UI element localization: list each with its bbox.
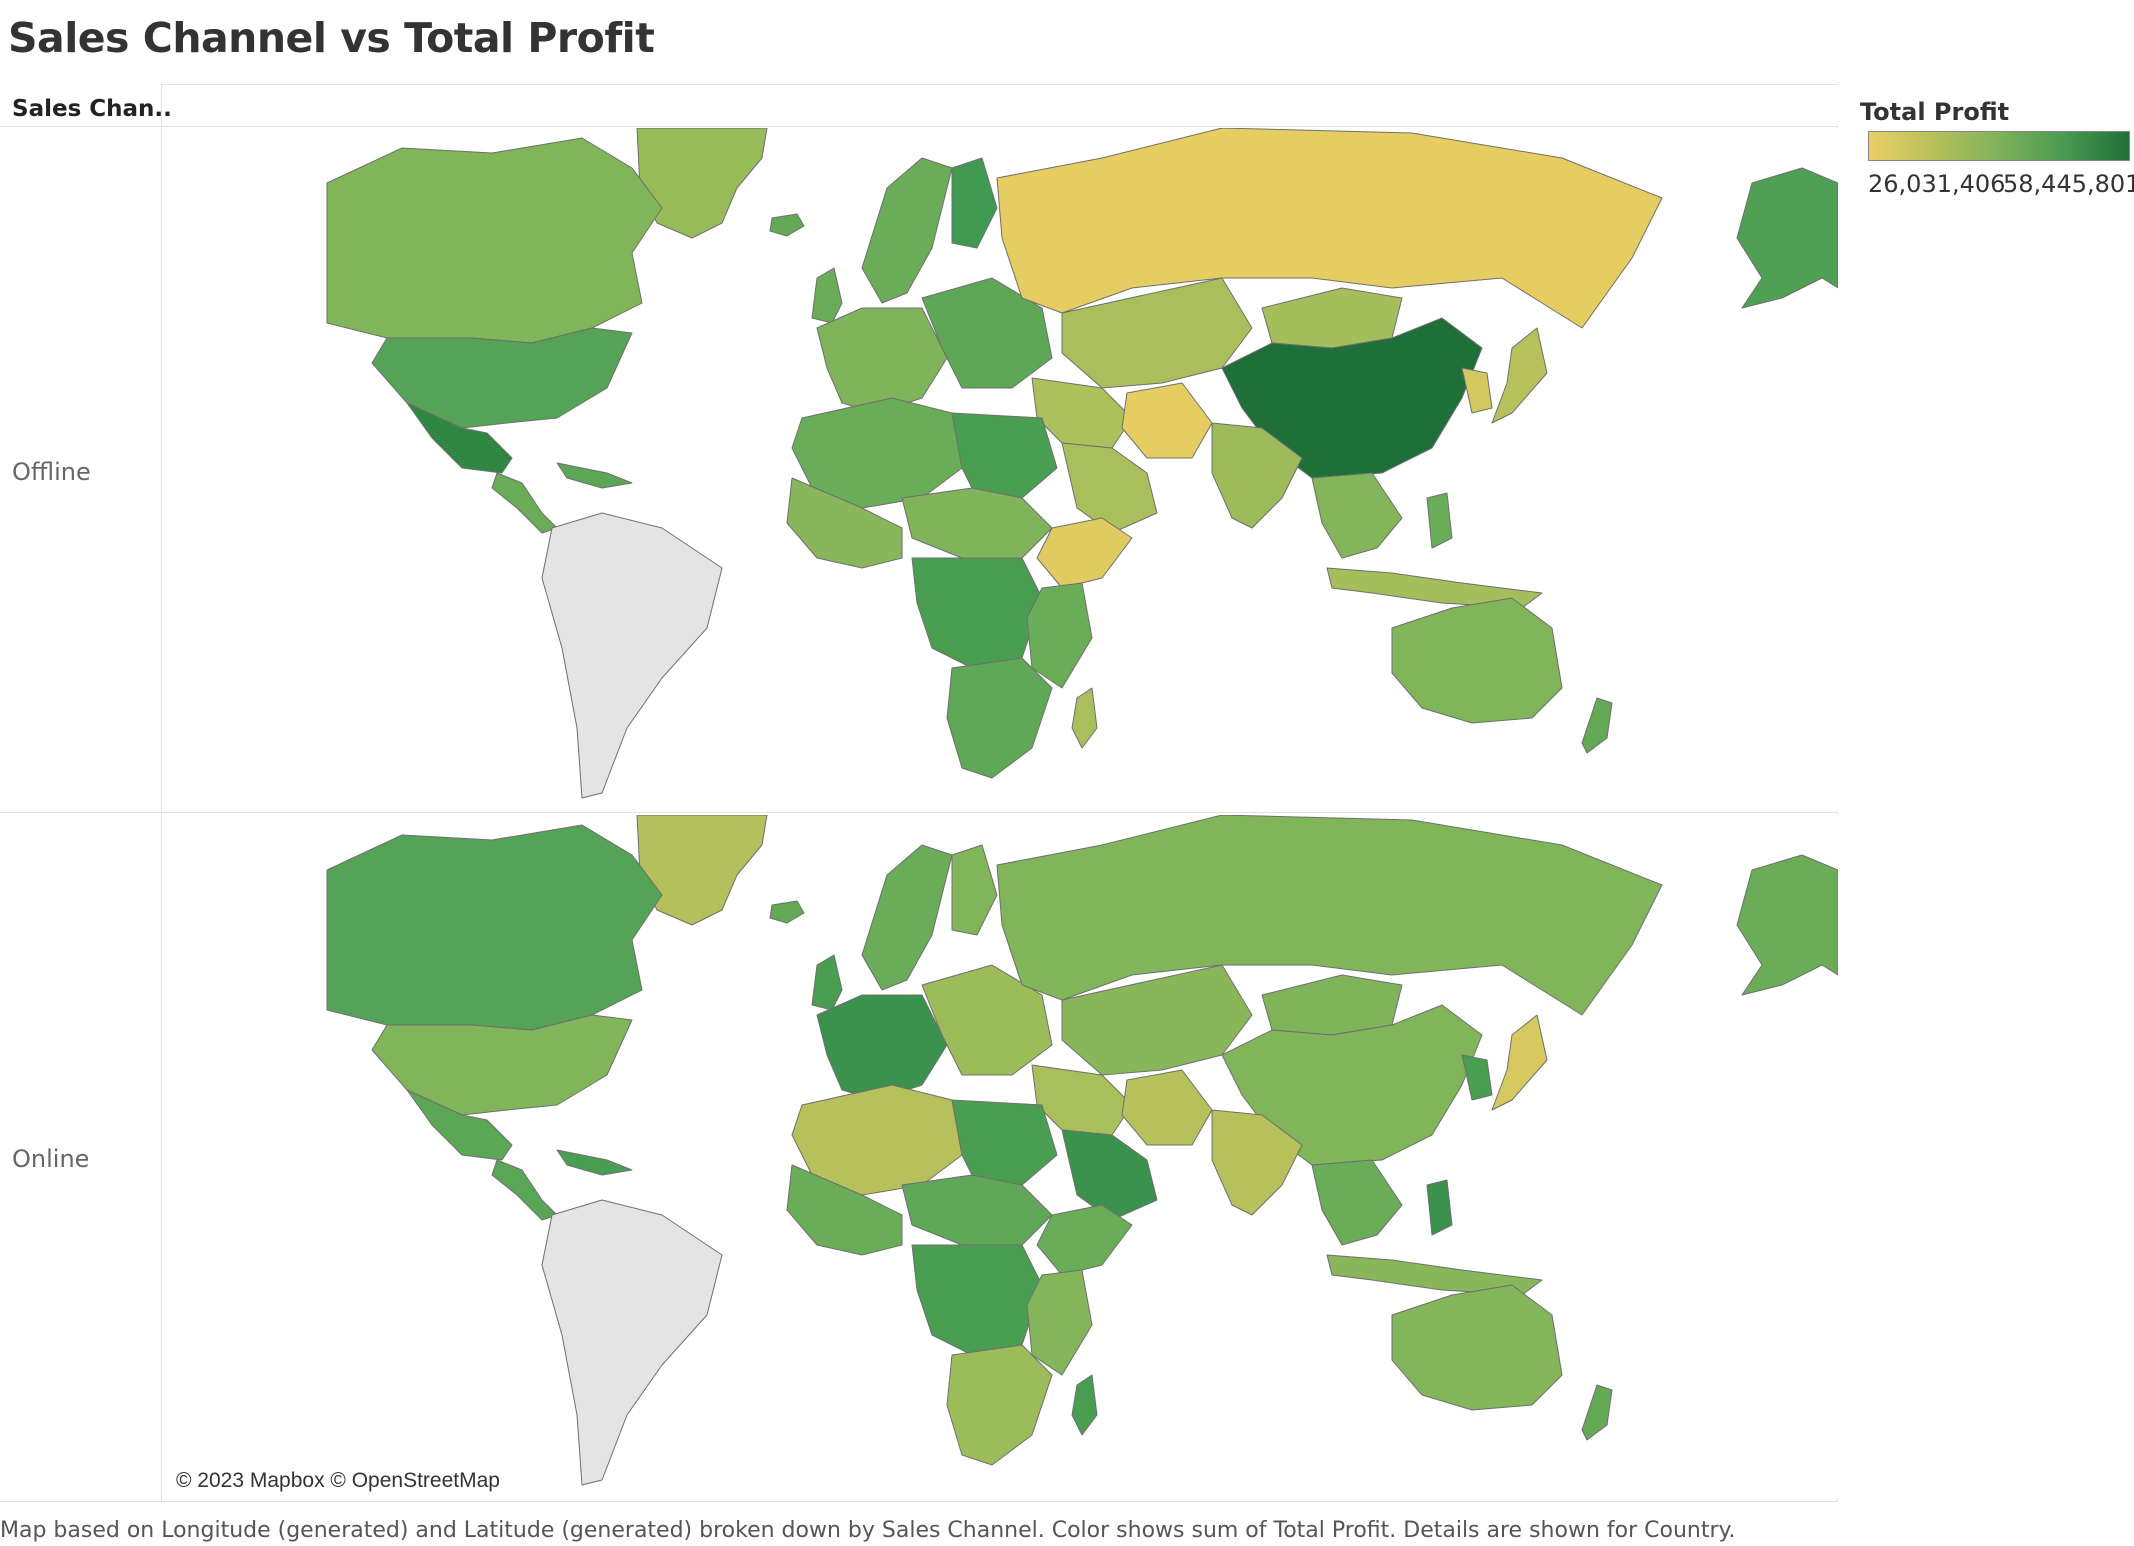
country-region-egypt-libya[interactable] bbox=[951, 412, 1058, 499]
header-top-line bbox=[162, 84, 1838, 85]
country-region-southern-africa[interactable] bbox=[946, 1344, 1053, 1466]
legend-min-value: 26,031,406 bbox=[1868, 170, 2006, 198]
country-region-eastern-europe[interactable] bbox=[921, 964, 1053, 1076]
country-region-mongolia[interactable] bbox=[1261, 974, 1403, 1036]
map-caption: Map based on Longitude (generated) and L… bbox=[0, 1518, 1736, 1543]
country-region-eastern-europe[interactable] bbox=[921, 277, 1053, 389]
page-title: Sales Channel vs Total Profit bbox=[8, 14, 655, 62]
country-region-mexico[interactable] bbox=[406, 1089, 513, 1161]
country-region-east-africa[interactable] bbox=[1026, 1269, 1093, 1376]
country-region-korea[interactable] bbox=[1461, 1054, 1493, 1101]
country-region-western-europe[interactable] bbox=[816, 307, 948, 414]
map-attribution[interactable]: © 2023 Mapbox © OpenStreetMap bbox=[172, 1468, 504, 1494]
country-region-australia[interactable] bbox=[1391, 1284, 1563, 1411]
country-region-mongolia[interactable] bbox=[1261, 287, 1403, 349]
country-region-japan[interactable] bbox=[1491, 1014, 1548, 1111]
country-region-canada[interactable] bbox=[326, 137, 663, 344]
map-panel-online[interactable] bbox=[162, 815, 1838, 1499]
row-divider bbox=[0, 812, 1838, 813]
country-region-southern-africa[interactable] bbox=[946, 657, 1053, 779]
country-region-west-africa[interactable] bbox=[786, 477, 903, 569]
country-region-west-africa[interactable] bbox=[786, 1164, 903, 1256]
country-region-russia[interactable] bbox=[996, 815, 1663, 1016]
country-region-arabia[interactable] bbox=[1061, 442, 1158, 534]
country-region-india[interactable] bbox=[1211, 1109, 1303, 1216]
country-region-horn-africa[interactable] bbox=[1036, 517, 1133, 589]
country-region-australia[interactable] bbox=[1391, 597, 1563, 724]
country-region-madagascar[interactable] bbox=[1071, 687, 1098, 749]
map-panel-offline[interactable] bbox=[162, 128, 1838, 812]
country-region-egypt-libya[interactable] bbox=[951, 1099, 1058, 1186]
right-border bbox=[1837, 126, 1838, 1502]
row-label-online: Online bbox=[12, 1145, 90, 1173]
world-map-offline[interactable] bbox=[162, 128, 1838, 812]
country-region-scandinavia[interactable] bbox=[861, 157, 953, 304]
header-divider bbox=[0, 126, 1838, 127]
country-region-new-zealand[interactable] bbox=[1581, 1384, 1613, 1441]
country-region-iceland[interactable] bbox=[769, 213, 805, 237]
country-region-central-africa[interactable] bbox=[911, 1244, 1043, 1356]
country-region-sahel[interactable] bbox=[901, 1174, 1053, 1246]
country-region-madagascar[interactable] bbox=[1071, 1374, 1098, 1436]
country-region-horn-africa[interactable] bbox=[1036, 1204, 1133, 1276]
country-region-western-europe[interactable] bbox=[816, 994, 948, 1101]
legend-title: Total Profit bbox=[1860, 98, 2010, 126]
country-region-kazakhstan-central-asia[interactable] bbox=[1061, 277, 1253, 389]
color-legend-gradient bbox=[1868, 131, 2130, 161]
country-region-finland[interactable] bbox=[951, 157, 998, 249]
country-region-southeast-asia[interactable] bbox=[1311, 472, 1403, 559]
country-region-uk[interactable] bbox=[811, 267, 843, 324]
country-region-uk[interactable] bbox=[811, 954, 843, 1011]
country-region-central-africa[interactable] bbox=[911, 557, 1043, 669]
country-region-east-africa[interactable] bbox=[1026, 582, 1093, 689]
country-region-arabia[interactable] bbox=[1061, 1129, 1158, 1221]
country-region-central-america[interactable] bbox=[491, 472, 558, 534]
country-region-alaska[interactable] bbox=[1736, 854, 1838, 996]
country-region-canada[interactable] bbox=[326, 824, 663, 1031]
country-region-iceland[interactable] bbox=[769, 900, 805, 924]
country-region-greenland[interactable] bbox=[636, 815, 768, 926]
row-header-sales-channel[interactable]: Sales Chan.. bbox=[12, 96, 172, 122]
country-region-kazakhstan-central-asia[interactable] bbox=[1061, 964, 1253, 1076]
bottom-border bbox=[0, 1501, 1838, 1502]
row-header-vline bbox=[161, 84, 162, 1502]
world-map-online[interactable] bbox=[162, 815, 1838, 1499]
country-region-iran[interactable] bbox=[1121, 382, 1213, 459]
country-region-philippines[interactable] bbox=[1426, 492, 1453, 549]
country-region-scandinavia[interactable] bbox=[861, 844, 953, 991]
row-label-offline: Offline bbox=[12, 458, 91, 486]
country-region-finland[interactable] bbox=[951, 844, 998, 936]
country-region-south-america bbox=[541, 512, 723, 799]
country-region-south-america bbox=[541, 1199, 723, 1486]
country-region-new-zealand[interactable] bbox=[1581, 697, 1613, 754]
country-region-japan[interactable] bbox=[1491, 327, 1548, 424]
country-region-alaska[interactable] bbox=[1736, 167, 1838, 309]
country-region-india[interactable] bbox=[1211, 422, 1303, 529]
country-region-greenland[interactable] bbox=[636, 128, 768, 239]
country-region-caribbean[interactable] bbox=[556, 1149, 633, 1176]
country-region-sahel[interactable] bbox=[901, 487, 1053, 559]
country-region-central-america[interactable] bbox=[491, 1159, 558, 1221]
legend-max-value: 58,445,801 bbox=[2003, 170, 2134, 198]
country-region-korea[interactable] bbox=[1461, 367, 1493, 414]
country-region-philippines[interactable] bbox=[1426, 1179, 1453, 1236]
country-region-usa[interactable] bbox=[371, 327, 633, 429]
country-region-southeast-asia[interactable] bbox=[1311, 1159, 1403, 1246]
country-region-caribbean[interactable] bbox=[556, 462, 633, 489]
country-region-russia[interactable] bbox=[996, 128, 1663, 329]
country-region-mexico[interactable] bbox=[406, 402, 513, 474]
country-region-usa[interactable] bbox=[371, 1014, 633, 1116]
country-region-iran[interactable] bbox=[1121, 1069, 1213, 1146]
